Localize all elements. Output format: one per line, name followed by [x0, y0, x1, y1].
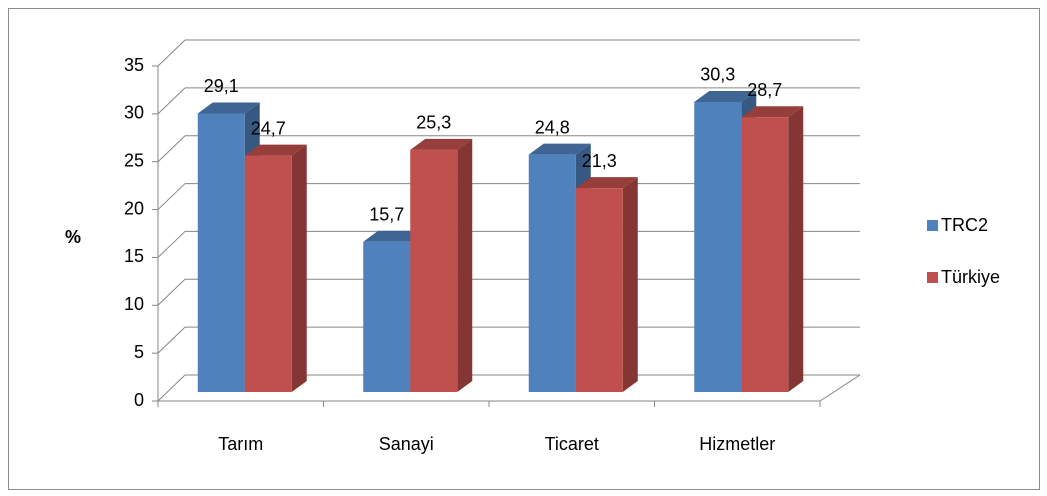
- data-label: 21,3: [582, 151, 617, 171]
- data-label: 30,3: [700, 65, 735, 85]
- bar-top: [244, 144, 307, 156]
- y-tick-label: 35: [124, 55, 144, 75]
- bar-top: [410, 138, 473, 150]
- grid-line: [157, 87, 186, 115]
- bar-top: [575, 177, 638, 189]
- data-label: 24,7: [251, 118, 286, 138]
- legend-swatch: [927, 272, 938, 283]
- x-tick-label: Ticaret: [545, 434, 599, 454]
- bar-top: [741, 106, 804, 118]
- floor-edge: [819, 374, 861, 402]
- bar-front: [410, 149, 458, 392]
- legend-label: TRC2: [941, 215, 988, 235]
- y-tick-label: 25: [124, 150, 144, 170]
- x-tick-label: Hizmetler: [699, 434, 775, 454]
- y-tick-label: 20: [124, 198, 144, 218]
- grid-line: [157, 183, 186, 210]
- chart-frame: [8, 8, 1040, 490]
- bar-front: [528, 154, 576, 392]
- legend-swatch: [927, 220, 938, 231]
- grid-line: [157, 135, 186, 163]
- grid-line: [157, 231, 186, 258]
- grid-line: [157, 326, 186, 354]
- data-label: 25,3: [416, 113, 451, 133]
- bar-front: [363, 241, 411, 392]
- bar-front: [694, 101, 742, 392]
- data-label: 24,8: [535, 117, 570, 137]
- bar-top: [363, 230, 426, 242]
- bar-side: [622, 177, 638, 392]
- bar-side: [291, 144, 307, 392]
- bar-side: [788, 106, 804, 393]
- bar-top: [197, 102, 260, 114]
- data-label: 29,1: [204, 76, 239, 96]
- x-tick-label: Sanayi: [379, 434, 434, 454]
- y-tick-label: 15: [124, 246, 144, 266]
- y-tick-label: 0: [134, 390, 144, 410]
- x-tick-label: Tarım: [218, 434, 263, 454]
- bar-side: [457, 138, 473, 392]
- grid-line: [157, 374, 186, 402]
- y-axis-label: %: [65, 227, 81, 247]
- y-tick-label: 30: [124, 103, 144, 123]
- data-label: 15,7: [369, 204, 404, 224]
- bar-front: [575, 188, 623, 392]
- y-tick-label: 10: [124, 294, 144, 314]
- y-tick-label: 5: [134, 342, 144, 362]
- bar: [410, 138, 473, 392]
- legend-label: Türkiye: [941, 267, 1000, 287]
- bar-top: [528, 143, 591, 155]
- bar: [575, 177, 638, 392]
- bar: [244, 144, 307, 392]
- bar-front: [197, 113, 245, 392]
- data-label: 28,7: [747, 80, 782, 100]
- grid-line: [157, 39, 186, 67]
- bar-top: [694, 90, 757, 102]
- bar: [741, 106, 804, 393]
- grid-line: [157, 278, 186, 306]
- bar-front: [244, 155, 292, 392]
- bar-front: [741, 117, 789, 393]
